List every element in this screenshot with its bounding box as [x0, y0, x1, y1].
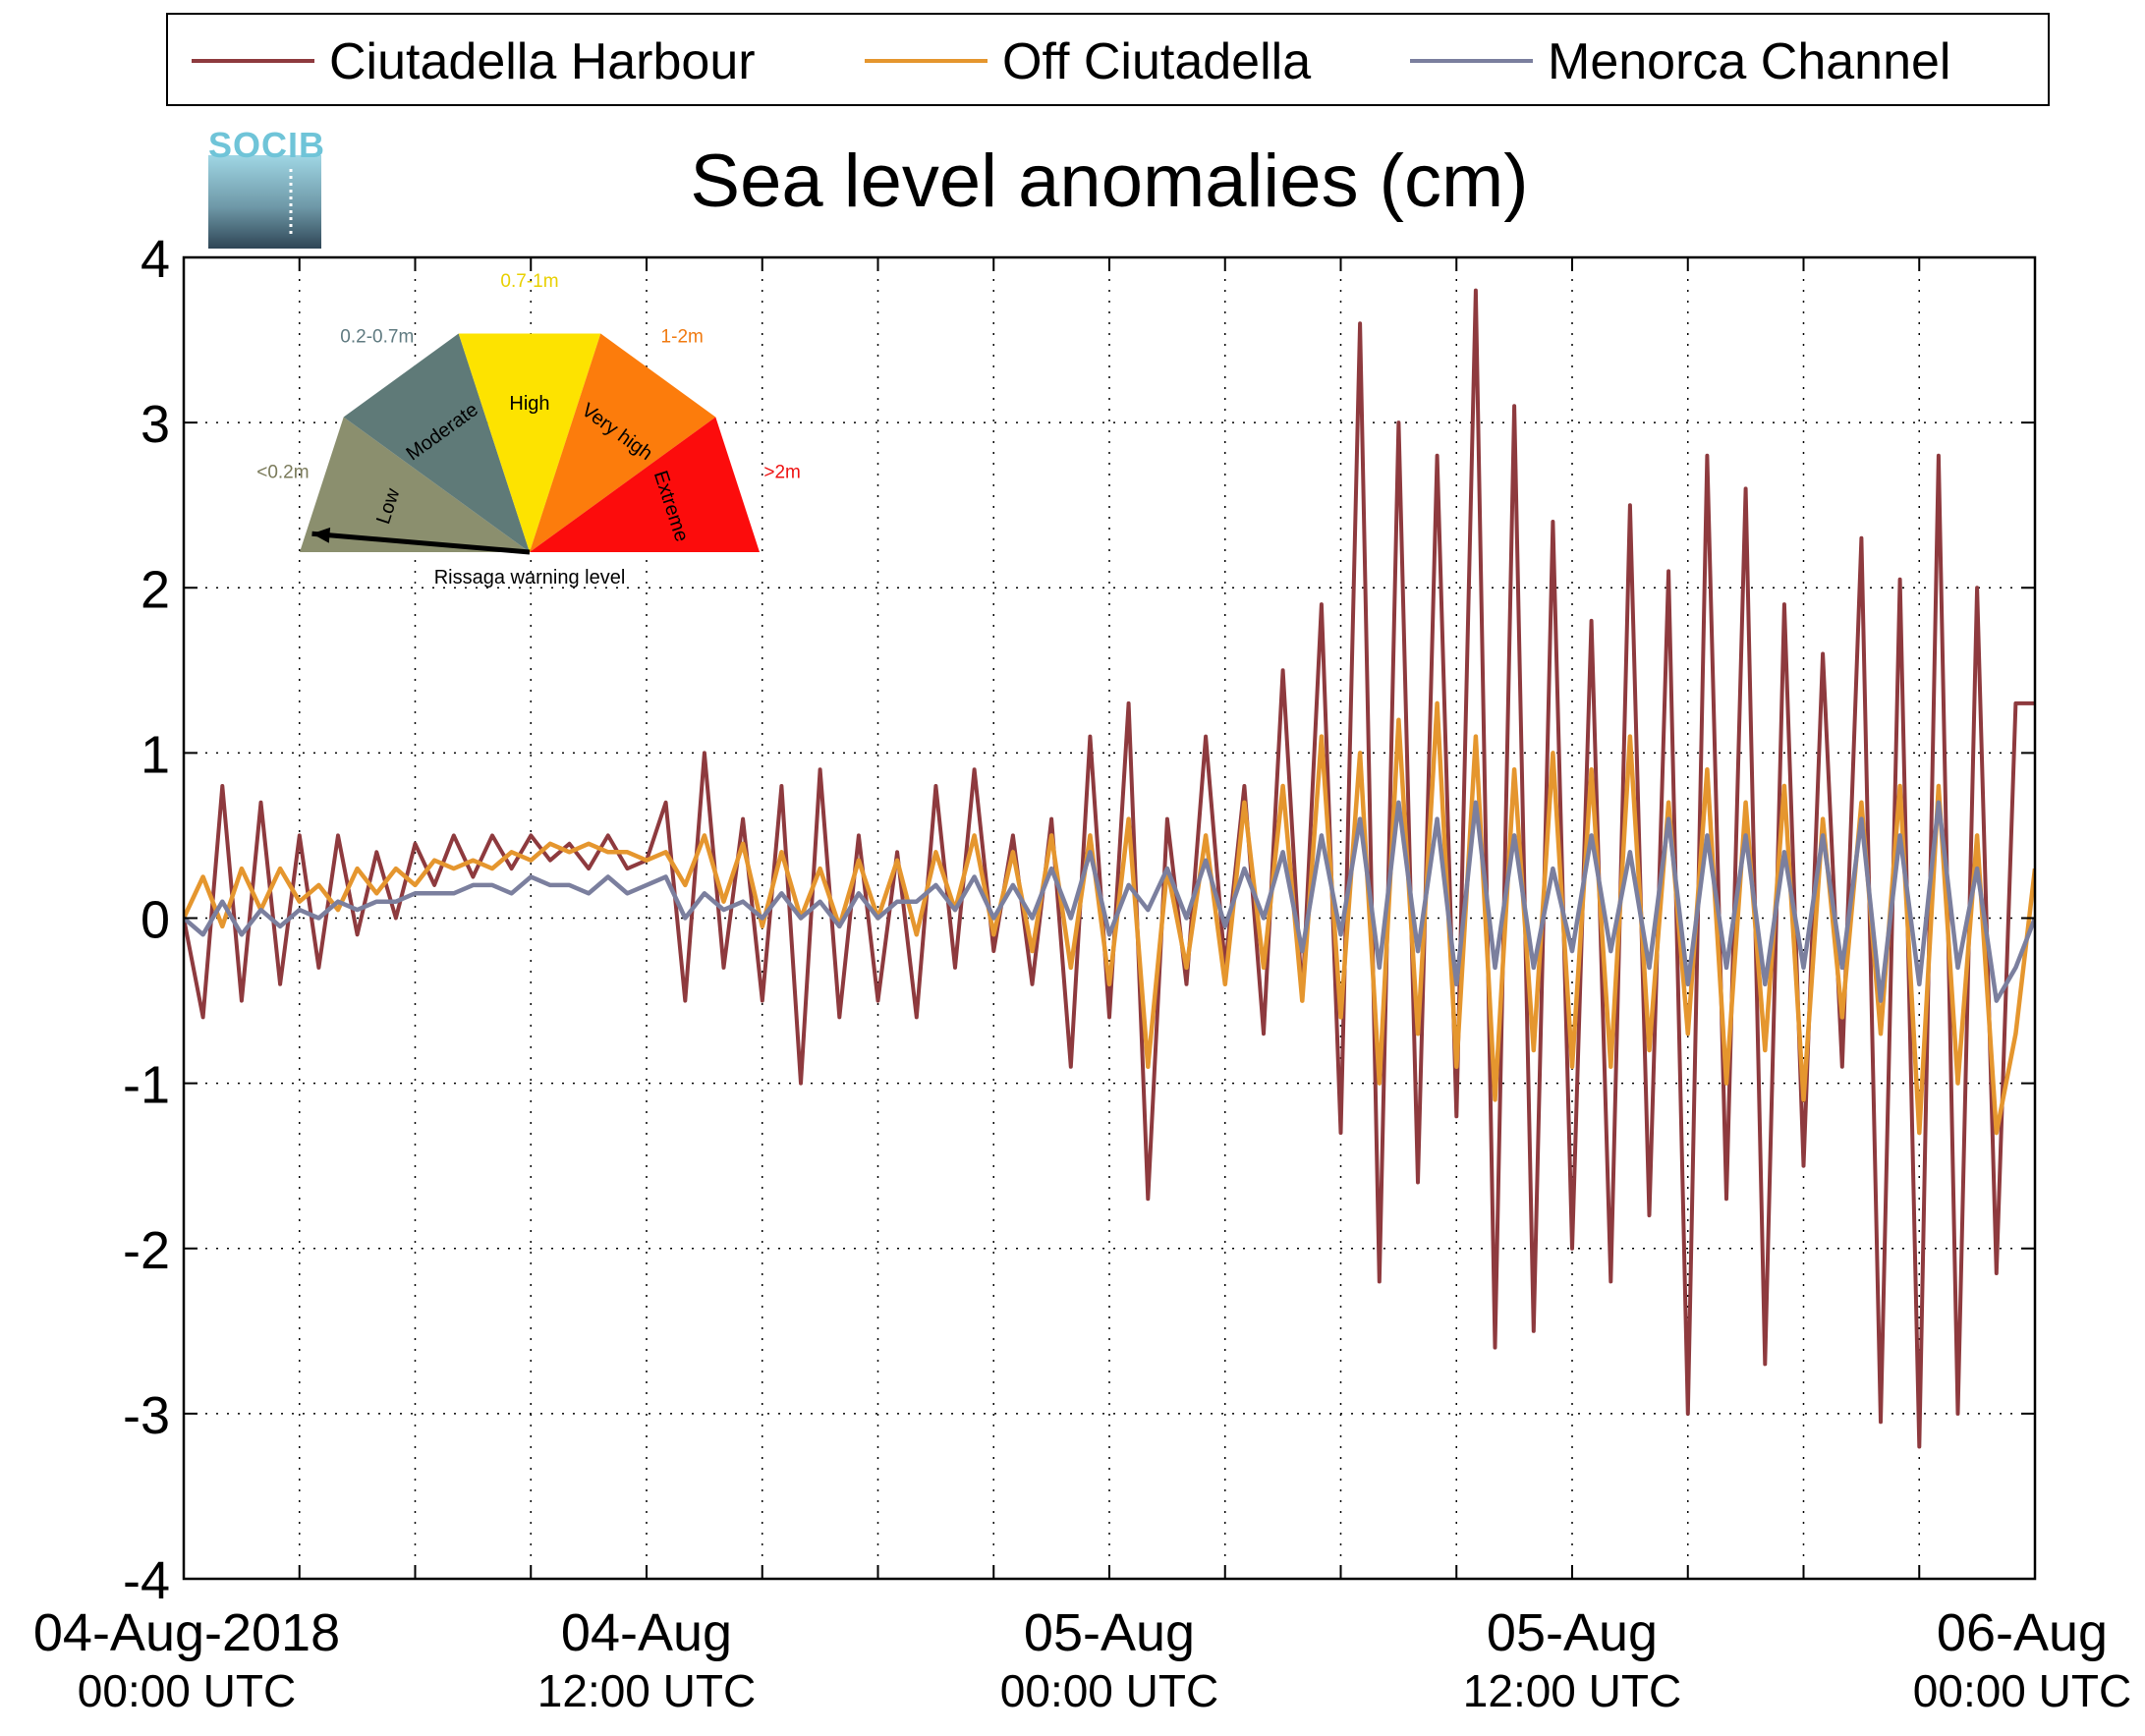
series-line-menorca-channel [184, 800, 2035, 1003]
gauge-segment-very-high [530, 333, 716, 552]
series-lines [184, 288, 2035, 1449]
socib-logo-text: SOCIB [208, 125, 325, 165]
y-tick-label: 4 [141, 230, 170, 289]
x-tick-time-label: 00:00 UTC [78, 1665, 296, 1716]
x-tick-date-label: 05-Aug [1024, 1603, 1195, 1662]
gauge-range-label: <0.2m [256, 462, 309, 482]
y-tick-label: 2 [141, 560, 170, 619]
y-tick-label: 1 [141, 725, 170, 784]
y-tick-label: -2 [123, 1221, 170, 1280]
gauge-segment-extreme [530, 417, 760, 552]
gauge-segment-low [300, 417, 530, 552]
chart-title: Sea level anomalies (cm) [690, 140, 1528, 223]
y-tick-label: 0 [141, 891, 170, 950]
axis-ticks [183, 256, 2036, 1580]
x-tick-date-label: 04-Aug-2018 [33, 1603, 340, 1662]
y-tick-label: -4 [123, 1551, 170, 1610]
legend-box [166, 13, 2050, 106]
y-tick-label: 3 [141, 395, 170, 454]
gauge-segment-high [458, 333, 601, 552]
x-tick-date-label: 06-Aug [1937, 1603, 2108, 1662]
x-tick-time-label: 00:00 UTC [1913, 1665, 2131, 1716]
x-tick-date-label: 04-Aug [561, 1603, 732, 1662]
legend-label-menorca-channel: Menorca Channel [1548, 33, 1950, 90]
y-axis: 4 3 2 1 0 -1 -2 -3 -4 [123, 230, 170, 1610]
gauge-range-label: 1-2m [661, 326, 704, 347]
x-tick-time-label: 00:00 UTC [1000, 1665, 1218, 1716]
y-tick-label: -3 [123, 1386, 170, 1445]
y-tick-label: -1 [123, 1056, 170, 1115]
x-tick-date-label: 05-Aug [1487, 1603, 1658, 1662]
gauge-range-label: >2m [763, 462, 801, 482]
gauge-level-label: High [509, 393, 549, 415]
socib-logo: SOCIB [208, 125, 325, 249]
gauge-segment-moderate [343, 333, 530, 552]
gauge-needle-arrowhead [311, 527, 331, 543]
gauge-range-label: 0.7-1m [500, 271, 558, 292]
legend: Ciutadella Harbour Off Ciutadella Menorc… [166, 13, 2050, 106]
series-line-ciutadella-harbour [184, 288, 2035, 1449]
socib-logo-block [208, 155, 321, 249]
legend-label-off-ciutadella: Off Ciutadella [1002, 33, 1311, 90]
x-tick-time-label: 12:00 UTC [1463, 1665, 1681, 1716]
series-line-off-ciutadella [184, 700, 2035, 1136]
gauge-range-label: 0.2-0.7m [340, 326, 414, 347]
x-tick-time-label: 12:00 UTC [537, 1665, 756, 1716]
gauge-caption: Rissaga warning level [434, 567, 626, 588]
gauge-needle [311, 531, 531, 555]
legend-label-ciutadella-harbour: Ciutadella Harbour [329, 33, 756, 90]
